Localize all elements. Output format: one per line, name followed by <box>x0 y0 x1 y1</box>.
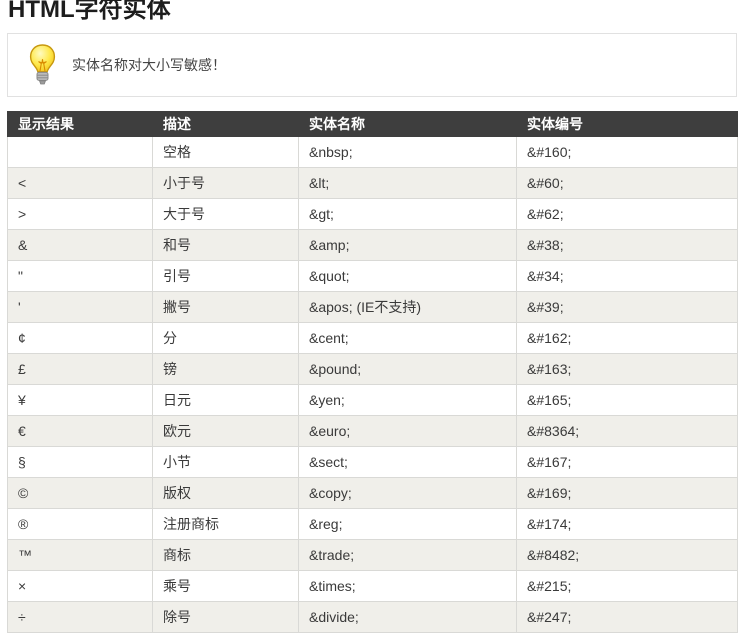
table-row: § 小节 &sect; &#167; <box>7 446 738 479</box>
cell-description: 小节 <box>152 446 299 479</box>
table-header-row: 显示结果 描述 实体名称 实体编号 <box>7 111 738 138</box>
cell-entity-name: &gt; <box>298 198 517 231</box>
cell-entity-name: &apos; (IE不支持) <box>298 291 517 324</box>
cell-entity-name: &times; <box>298 570 517 603</box>
cell-display-result: ® <box>7 508 153 541</box>
cell-display-result: > <box>7 198 153 231</box>
cell-display-result: < <box>7 167 153 200</box>
header-entity-name: 实体名称 <box>298 111 517 138</box>
cell-entity-number: &#8482; <box>516 539 738 572</box>
cell-entity-name: &cent; <box>298 322 517 355</box>
cell-display-result: × <box>7 570 153 603</box>
cell-display-result: © <box>7 477 153 510</box>
cell-description: 大于号 <box>152 198 299 231</box>
cell-entity-name: &euro; <box>298 415 517 448</box>
cell-entity-name: &sect; <box>298 446 517 479</box>
cell-entity-name: &amp; <box>298 229 517 262</box>
cell-description: 镑 <box>152 353 299 386</box>
cell-entity-number: &#34; <box>516 260 738 293</box>
entity-table-container: 显示结果 描述 实体名称 实体编号 空格 &nbsp; &#160; < 小于号… <box>7 111 738 634</box>
cell-entity-name: &quot; <box>298 260 517 293</box>
header-description: 描述 <box>152 111 299 138</box>
cell-entity-number: &#215; <box>516 570 738 603</box>
table-row: ™ 商标 &trade; &#8482; <box>7 539 738 572</box>
cell-entity-number: &#8364; <box>516 415 738 448</box>
cell-display-result: € <box>7 415 153 448</box>
cell-entity-name: &reg; <box>298 508 517 541</box>
table-row: £ 镑 &pound; &#163; <box>7 353 738 386</box>
cell-description: 乘号 <box>152 570 299 603</box>
entity-table-body: 空格 &nbsp; &#160; < 小于号 &lt; &#60; > 大于号 … <box>7 136 738 634</box>
cell-description: 引号 <box>152 260 299 293</box>
cell-display-result: ¥ <box>7 384 153 417</box>
cell-entity-number: &#38; <box>516 229 738 262</box>
cell-entity-number: &#160; <box>516 136 738 169</box>
lightbulb-icon <box>29 44 56 85</box>
tip-note-box: 实体名称对大小写敏感！ <box>7 33 737 98</box>
cell-entity-name: &nbsp; <box>298 136 517 169</box>
entity-table: 显示结果 描述 实体名称 实体编号 空格 &nbsp; &#160; < 小于号… <box>7 111 738 634</box>
cell-entity-number: &#165; <box>516 384 738 417</box>
table-row: × 乘号 &times; &#215; <box>7 570 738 603</box>
cell-display-result: £ <box>7 353 153 386</box>
note-text: 实体名称对大小写敏感！ <box>72 57 226 74</box>
cell-display-result: § <box>7 446 153 479</box>
header-entity-number: 实体编号 <box>516 111 738 138</box>
cell-entity-name: &trade; <box>298 539 517 572</box>
page-title: HTML字符实体 <box>8 0 171 23</box>
table-row: ' 撇号 &apos; (IE不支持) &#39; <box>7 291 738 324</box>
cell-entity-name: &divide; <box>298 601 517 634</box>
cell-entity-name: &yen; <box>298 384 517 417</box>
cell-entity-number: &#174; <box>516 508 738 541</box>
cell-description: 版权 <box>152 477 299 510</box>
cell-entity-number: &#167; <box>516 446 738 479</box>
table-row: 空格 &nbsp; &#160; <box>7 136 738 169</box>
cell-entity-number: &#169; <box>516 477 738 510</box>
table-row: ¥ 日元 &yen; &#165; <box>7 384 738 417</box>
cell-display-result: ' <box>7 291 153 324</box>
cell-display-result <box>7 136 153 169</box>
cell-description: 除号 <box>152 601 299 634</box>
cell-description: 小于号 <box>152 167 299 200</box>
cell-description: 日元 <box>152 384 299 417</box>
table-row: ¢ 分 &cent; &#162; <box>7 322 738 355</box>
table-row: € 欧元 &euro; &#8364; <box>7 415 738 448</box>
header-display-result: 显示结果 <box>7 111 153 138</box>
cell-description: 欧元 <box>152 415 299 448</box>
cell-display-result: ÷ <box>7 601 153 634</box>
cell-entity-number: &#39; <box>516 291 738 324</box>
cell-description: 和号 <box>152 229 299 262</box>
table-row: ® 注册商标 &reg; &#174; <box>7 508 738 541</box>
cell-entity-number: &#247; <box>516 601 738 634</box>
cell-display-result: & <box>7 229 153 262</box>
cell-description: 商标 <box>152 539 299 572</box>
cell-entity-name: &pound; <box>298 353 517 386</box>
cell-entity-number: &#163; <box>516 353 738 386</box>
cell-display-result: ¢ <box>7 322 153 355</box>
cell-description: 空格 <box>152 136 299 169</box>
cell-description: 分 <box>152 322 299 355</box>
cell-entity-name: &copy; <box>298 477 517 510</box>
cell-display-result: " <box>7 260 153 293</box>
cell-display-result: ™ <box>7 539 153 572</box>
cell-entity-name: &lt; <box>298 167 517 200</box>
table-row: ÷ 除号 &divide; &#247; <box>7 601 738 634</box>
cell-entity-number: &#62; <box>516 198 738 231</box>
table-row: © 版权 &copy; &#169; <box>7 477 738 510</box>
table-row: < 小于号 &lt; &#60; <box>7 167 738 200</box>
cell-entity-number: &#162; <box>516 322 738 355</box>
cell-description: 撇号 <box>152 291 299 324</box>
table-row: " 引号 &quot; &#34; <box>7 260 738 293</box>
cell-description: 注册商标 <box>152 508 299 541</box>
cell-entity-number: &#60; <box>516 167 738 200</box>
table-row: > 大于号 &gt; &#62; <box>7 198 738 231</box>
table-row: & 和号 &amp; &#38; <box>7 229 738 262</box>
